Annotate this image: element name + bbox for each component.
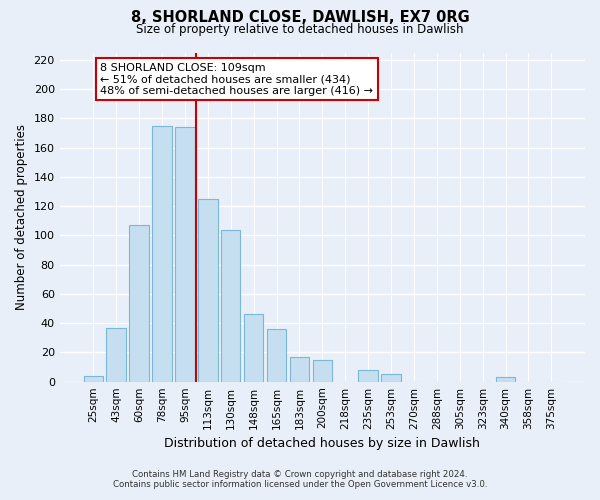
- Bar: [221, 230, 241, 382]
- Bar: [267, 329, 286, 382]
- X-axis label: Distribution of detached houses by size in Dawlish: Distribution of detached houses by size …: [164, 437, 480, 450]
- Bar: [290, 357, 309, 382]
- Bar: [198, 199, 218, 382]
- Text: Contains HM Land Registry data © Crown copyright and database right 2024.
Contai: Contains HM Land Registry data © Crown c…: [113, 470, 487, 489]
- Text: Size of property relative to detached houses in Dawlish: Size of property relative to detached ho…: [136, 22, 464, 36]
- Bar: [152, 126, 172, 382]
- Text: 8, SHORLAND CLOSE, DAWLISH, EX7 0RG: 8, SHORLAND CLOSE, DAWLISH, EX7 0RG: [131, 10, 469, 25]
- Bar: [244, 314, 263, 382]
- Bar: [83, 376, 103, 382]
- Bar: [496, 378, 515, 382]
- Bar: [382, 374, 401, 382]
- Y-axis label: Number of detached properties: Number of detached properties: [15, 124, 28, 310]
- Bar: [130, 225, 149, 382]
- Bar: [175, 127, 194, 382]
- Text: 8 SHORLAND CLOSE: 109sqm
← 51% of detached houses are smaller (434)
48% of semi-: 8 SHORLAND CLOSE: 109sqm ← 51% of detach…: [100, 62, 373, 96]
- Bar: [358, 370, 378, 382]
- Bar: [313, 360, 332, 382]
- Bar: [106, 328, 126, 382]
